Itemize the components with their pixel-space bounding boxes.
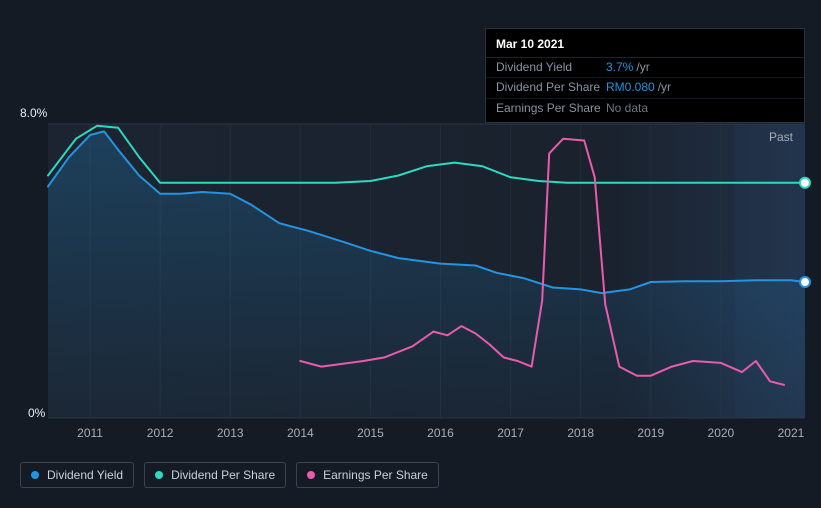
legend-item-dividend-per-share[interactable]: Dividend Per Share (144, 462, 286, 488)
x-tick-label: 2011 (77, 426, 103, 440)
legend-dot (155, 471, 163, 479)
x-tick-label: 2021 (778, 426, 805, 440)
y-axis-min-label: 0% (28, 406, 45, 420)
chart-container: Mar 10 2021 Dividend Yield 3.7% /yr Divi… (0, 0, 821, 508)
x-tick-label: 2017 (497, 426, 524, 440)
legend-item-dividend-yield[interactable]: Dividend Yield (20, 462, 134, 488)
past-label: Past (769, 130, 793, 144)
x-tick-label: 2019 (637, 426, 664, 440)
legend-label: Dividend Per Share (171, 468, 275, 482)
x-tick-label: 2012 (147, 426, 174, 440)
x-tick-label: 2016 (427, 426, 454, 440)
line-chart[interactable] (0, 0, 821, 508)
y-axis-max-label: 8.0% (20, 106, 47, 120)
x-tick-label: 2014 (287, 426, 314, 440)
x-tick-label: 2013 (217, 426, 244, 440)
legend-label: Dividend Yield (47, 468, 123, 482)
legend-label: Earnings Per Share (323, 468, 428, 482)
chart-legend: Dividend Yield Dividend Per Share Earnin… (20, 462, 439, 488)
x-tick-label: 2018 (567, 426, 594, 440)
x-tick-label: 2020 (708, 426, 735, 440)
legend-dot (307, 471, 315, 479)
legend-item-earnings-per-share[interactable]: Earnings Per Share (296, 462, 439, 488)
x-tick-label: 2015 (357, 426, 384, 440)
legend-dot (31, 471, 39, 479)
